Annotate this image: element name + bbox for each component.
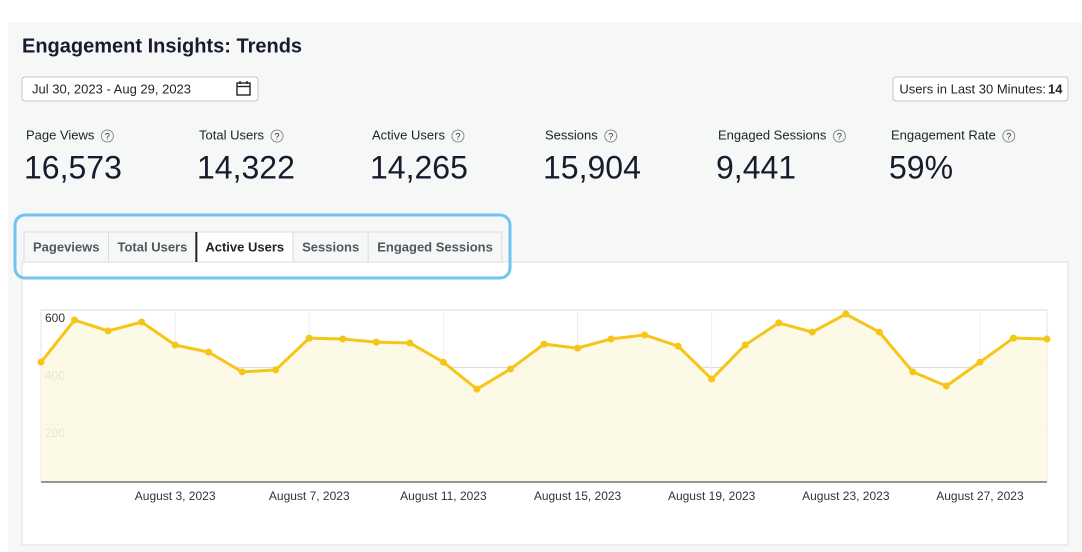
stat-value: 15,904 [543,149,641,185]
point [205,348,213,356]
help-icon-mark[interactable]: ? [275,131,280,141]
point [439,358,447,366]
tab[interactable]: Pageviews [23,231,109,263]
point [104,327,112,335]
point [607,335,615,343]
tab[interactable]: Engaged Sessions [367,231,503,263]
point [339,335,347,343]
point [641,331,649,339]
x-tick-label: August 3, 2023 [135,489,216,503]
calendar-icon [236,81,251,96]
help-icon[interactable] [1002,129,1016,143]
x-tick-label: August 19, 2023 [668,489,756,503]
stat-label: Engagement Rate [891,127,996,142]
point [473,385,481,393]
stat-label: Sessions [545,127,598,142]
point [305,334,313,342]
point [741,341,749,349]
point [775,319,783,327]
stat-label: Engaged Sessions [718,127,827,142]
help-icon-mark[interactable]: ? [837,131,842,141]
realtime-label: Users in Last 30 Minutes: [899,81,1046,96]
point [808,328,816,336]
point [842,310,850,318]
point [138,318,146,326]
help-icon[interactable] [832,129,846,143]
stat-value: 9,441 [716,149,796,185]
point [574,344,582,352]
help-icon[interactable] [451,129,465,143]
stat-label: Page Views [26,127,95,142]
tab[interactable]: Total Users [108,231,197,263]
date-picker[interactable] [21,76,259,102]
point [942,382,950,390]
stat-value: 59% [889,149,953,185]
tab-label[interactable]: Pageviews [33,239,100,254]
point [909,368,917,376]
x-tick-label: August 7, 2023 [269,489,350,503]
tabs: Pageviews Total Users Active Users Sessions… [23,231,503,263]
tab-label[interactable]: Sessions [302,239,359,254]
tab-bg[interactable] [195,231,294,263]
realtime-value: 14 [1048,81,1063,96]
help-icon-mark[interactable]: ? [608,131,613,141]
tab-bg[interactable] [292,231,369,263]
stats: Page Views ? 16,573 Total Users ? 14,322 Activ… [24,127,1016,185]
x-tick-label: August 27, 2023 [936,489,1024,503]
point [1009,334,1017,342]
date-range[interactable]: Jul 30, 2023 - Aug 29, 2023 [32,81,191,96]
tab-bg[interactable] [108,231,197,263]
point [708,375,716,383]
point [976,358,984,366]
help-icon[interactable] [604,129,618,143]
x-tick-label: August 15, 2023 [534,489,622,503]
stat-value: 16,573 [24,149,122,185]
tab-label[interactable]: Engaged Sessions [377,239,493,254]
point [406,339,414,347]
x-tick-label: August 11, 2023 [400,489,487,503]
help-icon-mark[interactable]: ? [105,131,110,141]
stat-label: Active Users [372,127,445,142]
page-title: Engagement Insights: Trends [22,35,302,57]
point [272,366,280,374]
tab-label[interactable]: Active Users [205,239,284,254]
highlight-box [13,213,512,280]
point [540,340,548,348]
point [875,328,883,336]
help-icon-mark[interactable]: ? [455,131,460,141]
point [674,342,682,350]
stat-value: 14,265 [370,149,468,185]
help-icon[interactable] [270,129,284,143]
tab-label[interactable]: Total Users [118,239,188,254]
point [1043,335,1051,343]
help-icon-mark[interactable]: ? [1006,131,1011,141]
point [71,316,79,324]
realtime-box [892,76,1069,102]
point [506,365,514,373]
help-icon[interactable] [100,129,114,143]
x-tick-label: August 23, 2023 [802,489,890,503]
point [37,358,45,366]
point [372,338,380,346]
tab[interactable]: Sessions [292,231,369,263]
stat-value: 14,322 [197,149,295,185]
tab-bg[interactable] [367,231,503,263]
point [238,368,246,376]
point [171,341,179,349]
tab[interactable]: Active Users [195,231,294,263]
stat-label: Total Users [199,127,265,142]
y-tick-label: 600 [45,311,65,325]
tab-bg[interactable] [23,231,109,263]
